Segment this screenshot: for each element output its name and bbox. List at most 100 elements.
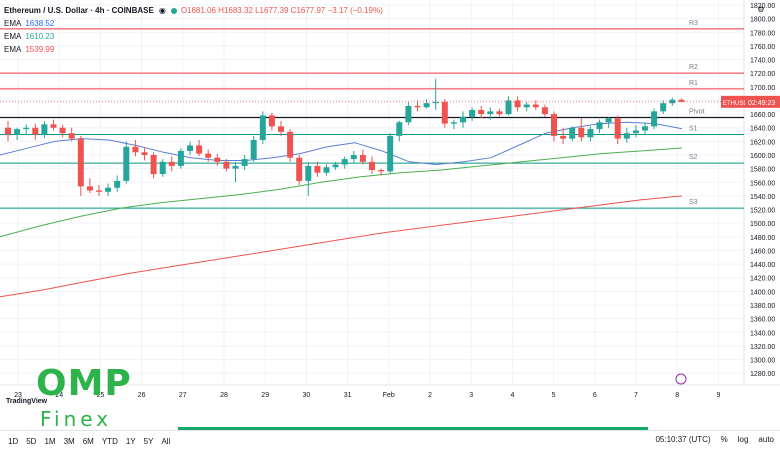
candle-body[interactable] <box>432 101 439 104</box>
candle-body[interactable] <box>259 115 266 140</box>
candle-body[interactable] <box>305 165 312 181</box>
candle-body[interactable] <box>460 116 466 123</box>
candle-body[interactable] <box>396 122 403 136</box>
candle-body[interactable] <box>196 145 203 154</box>
range-5d[interactable]: 5D <box>26 436 37 446</box>
x-tick-label: 24 <box>55 392 63 399</box>
candle-body[interactable] <box>569 127 576 139</box>
price-axis[interactable] <box>744 0 780 430</box>
candle-body[interactable] <box>278 126 284 132</box>
candle-body[interactable] <box>96 190 102 192</box>
candle-body[interactable] <box>469 110 476 117</box>
candle-body[interactable] <box>560 135 567 139</box>
price-scale-menu-icon[interactable]: ⚙ <box>757 5 764 14</box>
candle-body[interactable] <box>496 111 503 115</box>
range-1y[interactable]: 1Y <box>125 436 136 446</box>
candle-body[interactable] <box>77 138 84 187</box>
candle-body[interactable] <box>614 118 621 139</box>
percent-toggle[interactable]: % <box>720 435 728 444</box>
candle-body[interactable] <box>596 122 603 130</box>
candle-body[interactable] <box>478 110 485 115</box>
price-chart[interactable]: 1820.00 1800.00 1780.00 1760.00 1740.00 1720.… <box>0 0 780 430</box>
candle-body[interactable] <box>578 127 585 138</box>
candle-body[interactable] <box>187 145 193 151</box>
legend-ema-row[interactable]: EMA 1610.23 <box>4 30 383 43</box>
candle-body[interactable] <box>587 129 594 138</box>
eye-icon[interactable]: ◉ <box>158 6 166 15</box>
candle-body[interactable] <box>250 140 257 160</box>
candle-body[interactable] <box>105 187 112 192</box>
range-5y[interactable]: 5Y <box>143 436 154 446</box>
candle-body[interactable] <box>214 157 221 162</box>
horizontal-scrollbar[interactable] <box>178 427 648 431</box>
candle-body[interactable] <box>678 99 685 102</box>
range-all[interactable]: All <box>161 436 171 446</box>
candle-body[interactable] <box>523 104 530 108</box>
candle-body[interactable] <box>378 170 385 172</box>
candle-body[interactable] <box>505 100 512 115</box>
candle-body[interactable] <box>50 124 57 128</box>
candle-body[interactable] <box>141 152 148 155</box>
range-6m[interactable]: 6M <box>82 436 94 446</box>
candle-body[interactable] <box>405 105 412 123</box>
candle-body[interactable] <box>296 157 303 181</box>
range-ytd[interactable]: YTD <box>101 436 118 446</box>
candle-body[interactable] <box>623 133 630 139</box>
candle-body[interactable] <box>32 127 39 135</box>
candle-body[interactable] <box>123 146 130 181</box>
candle-body[interactable] <box>414 105 421 108</box>
candle-body[interactable] <box>241 159 248 166</box>
candle-body[interactable] <box>605 118 612 123</box>
candle-body[interactable] <box>369 161 375 170</box>
candle-body[interactable] <box>205 153 212 158</box>
candle-body[interactable] <box>632 130 639 134</box>
candle-body[interactable] <box>268 115 275 127</box>
candle-body[interactable] <box>450 122 457 124</box>
candle-body[interactable] <box>341 159 348 165</box>
range-1d[interactable]: 1D <box>8 436 19 446</box>
candle-body[interactable] <box>41 124 48 135</box>
candle-body[interactable] <box>223 161 230 169</box>
candle-body[interactable] <box>387 135 394 172</box>
candle-body[interactable] <box>487 111 494 115</box>
candle-body[interactable] <box>5 127 11 135</box>
candle-body[interactable] <box>68 133 75 139</box>
candle-body[interactable] <box>359 155 366 162</box>
candle-body[interactable] <box>177 150 184 166</box>
candle-body[interactable] <box>514 100 521 108</box>
candle-body[interactable] <box>332 164 339 168</box>
utc-clock[interactable]: 05:10:37 (UTC) <box>655 435 711 444</box>
candle-body[interactable] <box>132 146 139 153</box>
log-toggle[interactable]: log <box>737 435 749 444</box>
candle-body[interactable] <box>59 127 66 134</box>
candle-body[interactable] <box>551 114 557 136</box>
candle-body[interactable] <box>114 180 121 188</box>
symbol-label[interactable]: Ethereum / U.S. Dollar · 4h · COINBASE <box>4 6 154 15</box>
events-icon[interactable] <box>675 373 687 385</box>
legend-ema-row[interactable]: EMA 1638.52 <box>4 17 383 30</box>
candle-body[interactable] <box>532 104 539 108</box>
ema-slow-line <box>0 195 683 298</box>
candle-body[interactable] <box>287 131 294 158</box>
candle-body[interactable] <box>441 101 448 124</box>
auto-toggle[interactable]: auto <box>758 435 774 444</box>
candle-body[interactable] <box>86 186 93 191</box>
ema-value: 1539.99 <box>25 45 55 54</box>
legend-ema-row[interactable]: EMA 1539.99 <box>4 43 383 56</box>
candle-body[interactable] <box>651 111 658 127</box>
candle-body[interactable] <box>350 155 357 160</box>
candle-body[interactable] <box>150 155 157 175</box>
candle-body[interactable] <box>159 161 166 175</box>
candle-body[interactable] <box>168 161 175 166</box>
range-3m[interactable]: 3M <box>63 436 75 446</box>
range-1m[interactable]: 1M <box>44 436 56 446</box>
candle-body[interactable] <box>14 129 21 135</box>
candle-body[interactable] <box>660 103 667 112</box>
candle-body[interactable] <box>314 165 321 173</box>
candle-body[interactable] <box>423 103 430 108</box>
candle-body[interactable] <box>323 167 330 173</box>
candle-body[interactable] <box>642 126 648 131</box>
candle-body[interactable] <box>541 107 548 115</box>
candle-body[interactable] <box>232 165 239 169</box>
candle-body[interactable] <box>23 127 30 130</box>
